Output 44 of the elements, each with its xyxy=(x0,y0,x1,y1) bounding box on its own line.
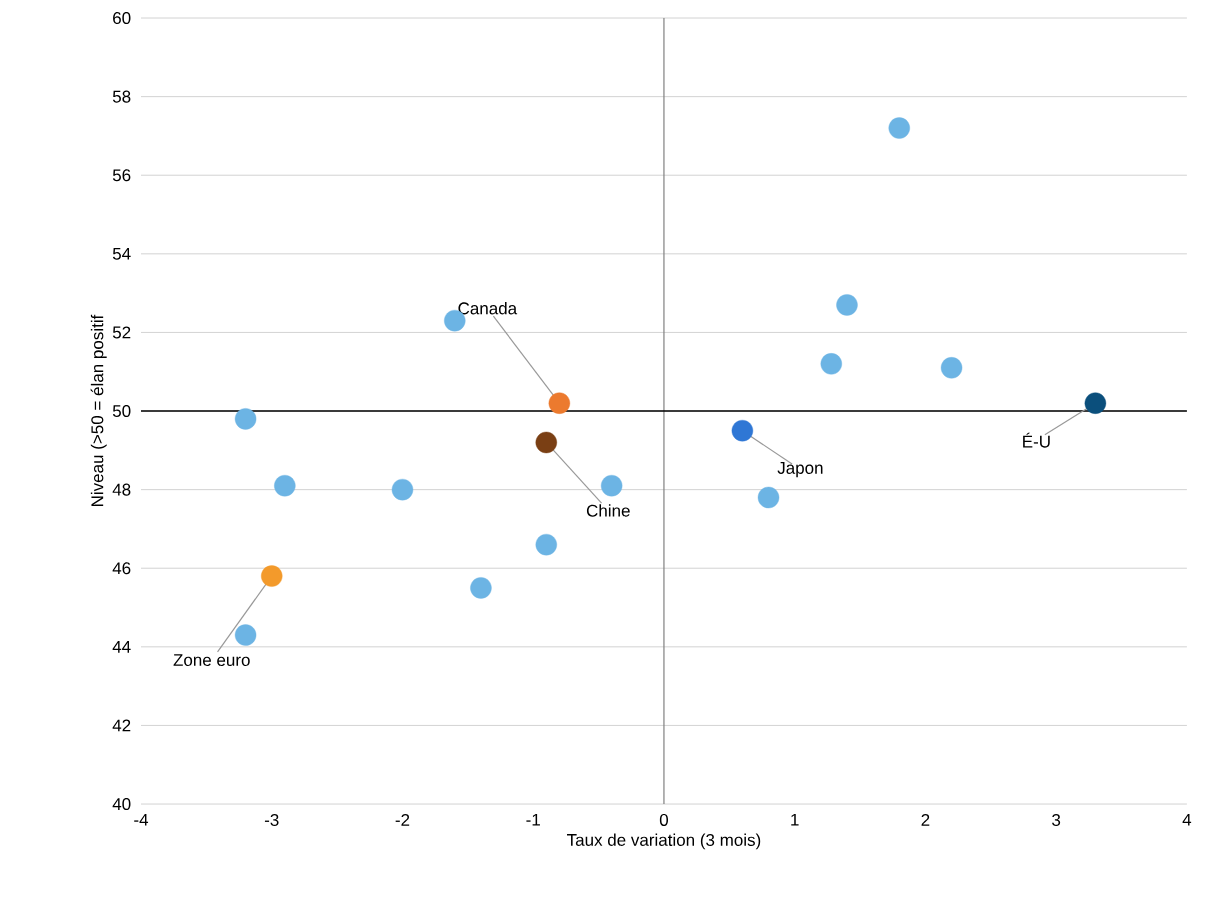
x-tick-label: 2 xyxy=(921,813,930,826)
point xyxy=(535,533,557,556)
y-tick-label: 58 xyxy=(112,90,131,103)
annotation: Japon xyxy=(777,462,823,478)
annotation: É-U xyxy=(1023,432,1050,448)
y-tick-label: 60 xyxy=(113,12,131,25)
y-tick-label: 52 xyxy=(112,326,131,339)
point xyxy=(261,565,283,587)
y-tick-label: 40 xyxy=(112,798,131,811)
point xyxy=(600,475,623,497)
x-tick-label: 4 xyxy=(1182,813,1192,826)
y-tick-label: 56 xyxy=(112,169,131,182)
point xyxy=(274,475,296,497)
y-axis-title: Niveau (>50 = élan positif xyxy=(90,314,107,507)
point xyxy=(940,357,963,379)
annotation: Canada xyxy=(458,301,518,315)
y-tick-label: 48 xyxy=(112,483,131,496)
point xyxy=(234,624,257,646)
y-tick-label: 50 xyxy=(112,405,131,418)
x-tick-label: -1 xyxy=(526,813,540,826)
point xyxy=(234,408,257,430)
x-tick-label: -3 xyxy=(264,813,279,826)
point xyxy=(391,478,414,501)
annotation: Zone euro xyxy=(173,654,250,667)
point xyxy=(548,392,571,414)
y-tick-label: 46 xyxy=(112,562,131,575)
point xyxy=(836,294,858,316)
point xyxy=(731,419,754,442)
x-tick-label: 1 xyxy=(791,813,799,826)
point xyxy=(1084,392,1107,414)
x-tick-label: -4 xyxy=(134,813,149,826)
y-tick-label: 44 xyxy=(112,640,131,653)
annotation: Chine xyxy=(586,504,630,517)
x-tick-label: 0 xyxy=(659,813,669,826)
point xyxy=(820,353,842,375)
y-tick-label: 54 xyxy=(112,247,131,260)
point xyxy=(535,431,557,454)
point xyxy=(470,577,492,599)
x-tick-label: -2 xyxy=(395,813,410,826)
point xyxy=(888,117,910,139)
y-tick-label: 42 xyxy=(112,719,131,732)
point xyxy=(757,486,780,509)
x-tick-label: 3 xyxy=(1052,813,1061,826)
x-axis-title: Taux de variation (3 mois) xyxy=(567,833,761,850)
